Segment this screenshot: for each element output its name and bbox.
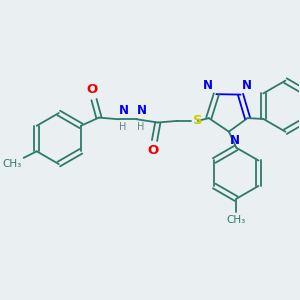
Text: O: O [147,144,158,157]
Text: N: N [137,103,147,117]
Text: N: N [203,79,213,92]
Text: CH₃: CH₃ [3,160,22,170]
Text: H: H [119,122,127,132]
Text: O: O [87,83,98,96]
Text: N: N [119,103,129,117]
Text: H: H [137,122,145,132]
Text: N: N [242,79,252,92]
Text: N: N [230,134,239,147]
Text: CH₃: CH₃ [227,215,246,225]
Text: S: S [193,114,203,127]
